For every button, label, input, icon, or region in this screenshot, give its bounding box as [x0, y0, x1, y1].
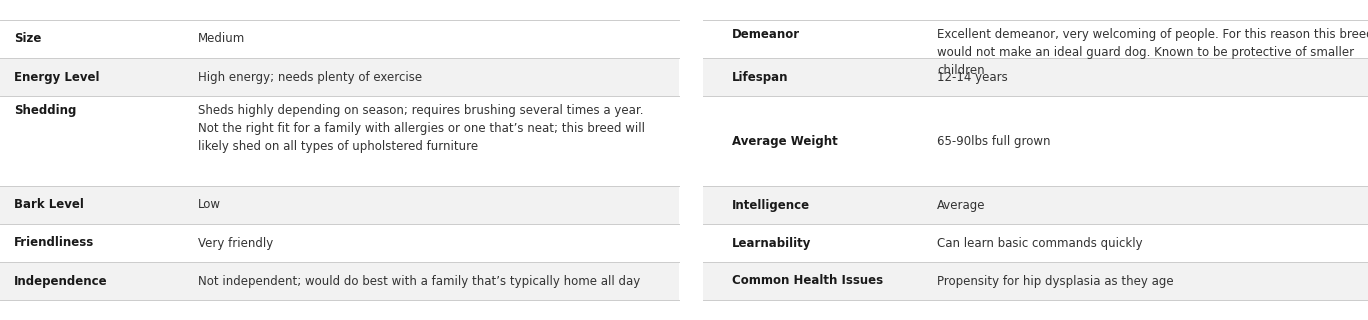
Text: Medium: Medium — [198, 33, 246, 45]
Text: Average Weight: Average Weight — [732, 134, 837, 148]
Bar — [703, 58, 1368, 96]
Bar — [0, 186, 679, 224]
Text: Excellent demeanor, very welcoming of people. For this reason this breed
would n: Excellent demeanor, very welcoming of pe… — [937, 28, 1368, 77]
Bar — [0, 262, 679, 300]
Text: Demeanor: Demeanor — [732, 28, 800, 41]
Bar — [0, 224, 679, 262]
Text: Lifespan: Lifespan — [732, 70, 788, 84]
Text: 65-90lbs full grown: 65-90lbs full grown — [937, 134, 1051, 148]
Text: Low: Low — [198, 198, 222, 212]
Bar — [703, 224, 1368, 262]
Text: Common Health Issues: Common Health Issues — [732, 275, 882, 287]
Text: Sheds highly depending on season; requires brushing several times a year.
Not th: Sheds highly depending on season; requir… — [198, 104, 646, 153]
Text: Intelligence: Intelligence — [732, 198, 810, 212]
Text: 12-14 years: 12-14 years — [937, 70, 1008, 84]
Bar — [703, 96, 1368, 186]
Text: Size: Size — [14, 33, 41, 45]
Text: Bark Level: Bark Level — [14, 198, 83, 212]
Bar — [703, 20, 1368, 58]
Text: Average: Average — [937, 198, 985, 212]
Text: Energy Level: Energy Level — [14, 70, 98, 84]
Text: Can learn basic commands quickly: Can learn basic commands quickly — [937, 236, 1142, 250]
Text: Learnability: Learnability — [732, 236, 811, 250]
Bar — [703, 262, 1368, 300]
Text: Shedding: Shedding — [14, 104, 77, 117]
Text: Propensity for hip dysplasia as they age: Propensity for hip dysplasia as they age — [937, 275, 1174, 287]
Bar — [0, 58, 679, 96]
Text: Friendliness: Friendliness — [14, 236, 94, 250]
Bar — [0, 96, 679, 186]
Bar — [703, 186, 1368, 224]
Text: High energy; needs plenty of exercise: High energy; needs plenty of exercise — [198, 70, 423, 84]
Text: Independence: Independence — [14, 275, 107, 287]
Text: Not independent; would do best with a family that’s typically home all day: Not independent; would do best with a fa… — [198, 275, 640, 287]
Bar — [0, 20, 679, 58]
Text: Very friendly: Very friendly — [198, 236, 274, 250]
